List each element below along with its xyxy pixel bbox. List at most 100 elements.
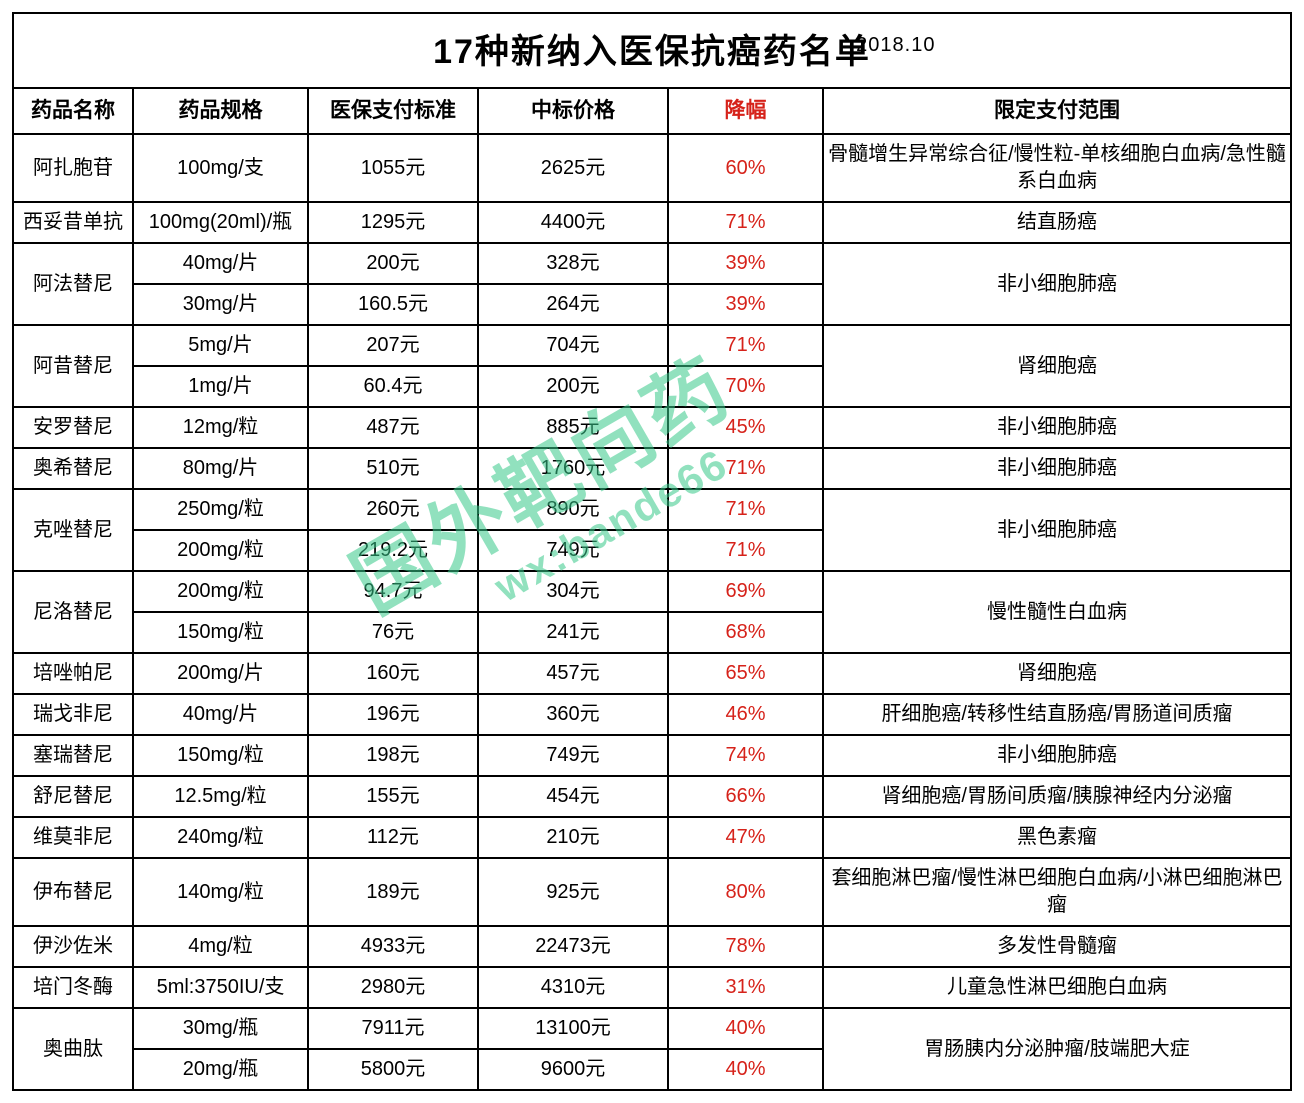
- cell-reduction: 80%: [668, 858, 823, 926]
- cell-spec: 200mg/片: [133, 653, 308, 694]
- cell-pay-standard: 160.5元: [308, 284, 478, 325]
- table-row: 奥希替尼80mg/片510元1760元71%非小细胞肺癌: [13, 448, 1291, 489]
- cell-bid-price: 360元: [478, 694, 668, 735]
- cell-reduction: 47%: [668, 817, 823, 858]
- cell-drug-name: 塞瑞替尼: [13, 735, 133, 776]
- table-row: 奥曲肽30mg/瓶7911元13100元40%胃肠胰内分泌肿瘤/肢端肥大症: [13, 1008, 1291, 1049]
- page-title: 17种新纳入医保抗癌药名单: [433, 24, 871, 73]
- cell-pay-standard: 260元: [308, 489, 478, 530]
- cell-bid-price: 1760元: [478, 448, 668, 489]
- cell-bid-price: 890元: [478, 489, 668, 530]
- cell-bid-price: 2625元: [478, 134, 668, 202]
- cell-pay-standard: 60.4元: [308, 366, 478, 407]
- cell-bid-price: 749元: [478, 735, 668, 776]
- cell-scope: 非小细胞肺癌: [823, 243, 1291, 325]
- cell-drug-name: 培门冬酶: [13, 967, 133, 1008]
- cell-spec: 240mg/粒: [133, 817, 308, 858]
- cell-reduction: 39%: [668, 284, 823, 325]
- cell-pay-standard: 155元: [308, 776, 478, 817]
- cell-drug-name: 奥曲肽: [13, 1008, 133, 1090]
- cell-bid-price: 210元: [478, 817, 668, 858]
- cell-bid-price: 13100元: [478, 1008, 668, 1049]
- table-row: 尼洛替尼200mg/粒94.7元304元69%慢性髓性白血病: [13, 571, 1291, 612]
- table-row: 培唑帕尼200mg/片160元457元65%肾细胞癌: [13, 653, 1291, 694]
- col-header-reduce: 降幅: [668, 88, 823, 134]
- cell-spec: 150mg/粒: [133, 735, 308, 776]
- cell-scope: 非小细胞肺癌: [823, 448, 1291, 489]
- drug-table: 药品名称 药品规格 医保支付标准 中标价格 降幅 限定支付范围 阿扎胞苷100m…: [12, 87, 1292, 1091]
- cell-pay-standard: 198元: [308, 735, 478, 776]
- table-row: 塞瑞替尼150mg/粒198元749元74%非小细胞肺癌: [13, 735, 1291, 776]
- cell-drug-name: 奥希替尼: [13, 448, 133, 489]
- cell-pay-standard: 1295元: [308, 202, 478, 243]
- cell-drug-name: 舒尼替尼: [13, 776, 133, 817]
- table-row: 西妥昔单抗100mg(20ml)/瓶1295元4400元71%结直肠癌: [13, 202, 1291, 243]
- cell-spec: 30mg/瓶: [133, 1008, 308, 1049]
- cell-reduction: 65%: [668, 653, 823, 694]
- title-row: 17种新纳入医保抗癌药名单 2018.10: [12, 12, 1292, 87]
- cell-scope: 肾细胞癌: [823, 325, 1291, 407]
- cell-reduction: 70%: [668, 366, 823, 407]
- cell-pay-standard: 189元: [308, 858, 478, 926]
- cell-reduction: 74%: [668, 735, 823, 776]
- col-header-bid: 中标价格: [478, 88, 668, 134]
- cell-bid-price: 9600元: [478, 1049, 668, 1090]
- cell-drug-name: 伊布替尼: [13, 858, 133, 926]
- cell-scope: 胃肠胰内分泌肿瘤/肢端肥大症: [823, 1008, 1291, 1090]
- cell-spec: 5mg/片: [133, 325, 308, 366]
- cell-scope: 肾细胞癌: [823, 653, 1291, 694]
- header-row: 药品名称 药品规格 医保支付标准 中标价格 降幅 限定支付范围: [13, 88, 1291, 134]
- cell-bid-price: 328元: [478, 243, 668, 284]
- cell-spec: 200mg/粒: [133, 571, 308, 612]
- cell-pay-standard: 1055元: [308, 134, 478, 202]
- cell-spec: 1mg/片: [133, 366, 308, 407]
- cell-bid-price: 454元: [478, 776, 668, 817]
- col-header-name: 药品名称: [13, 88, 133, 134]
- table-row: 阿扎胞苷100mg/支1055元2625元60%骨髓增生异常综合征/慢性粒-单核…: [13, 134, 1291, 202]
- publish-date: 2018.10: [856, 34, 935, 57]
- table-row: 维莫非尼240mg/粒112元210元47%黑色素瘤: [13, 817, 1291, 858]
- cell-scope: 非小细胞肺癌: [823, 735, 1291, 776]
- cell-bid-price: 22473元: [478, 926, 668, 967]
- cell-spec: 200mg/粒: [133, 530, 308, 571]
- cell-bid-price: 704元: [478, 325, 668, 366]
- cell-bid-price: 457元: [478, 653, 668, 694]
- cell-bid-price: 885元: [478, 407, 668, 448]
- table-row: 阿法替尼40mg/片200元328元39%非小细胞肺癌: [13, 243, 1291, 284]
- cell-pay-standard: 7911元: [308, 1008, 478, 1049]
- cell-pay-standard: 207元: [308, 325, 478, 366]
- table-row: 瑞戈非尼40mg/片196元360元46%肝细胞癌/转移性结直肠癌/胃肠道间质瘤: [13, 694, 1291, 735]
- cell-drug-name: 阿法替尼: [13, 243, 133, 325]
- table-body: 阿扎胞苷100mg/支1055元2625元60%骨髓增生异常综合征/慢性粒-单核…: [13, 134, 1291, 1090]
- table-row: 舒尼替尼12.5mg/粒155元454元66%肾细胞癌/胃肠间质瘤/胰腺神经内分…: [13, 776, 1291, 817]
- cell-reduction: 60%: [668, 134, 823, 202]
- cell-reduction: 66%: [668, 776, 823, 817]
- col-header-scope: 限定支付范围: [823, 88, 1291, 134]
- cell-scope: 黑色素瘤: [823, 817, 1291, 858]
- cell-spec: 100mg(20ml)/瓶: [133, 202, 308, 243]
- cell-spec: 140mg/粒: [133, 858, 308, 926]
- cell-pay-standard: 112元: [308, 817, 478, 858]
- cell-pay-standard: 200元: [308, 243, 478, 284]
- cell-bid-price: 304元: [478, 571, 668, 612]
- cell-pay-standard: 94.7元: [308, 571, 478, 612]
- cell-reduction: 71%: [668, 489, 823, 530]
- cell-bid-price: 749元: [478, 530, 668, 571]
- cell-spec: 5ml:3750IU/支: [133, 967, 308, 1008]
- cell-spec: 150mg/粒: [133, 612, 308, 653]
- cell-spec: 40mg/片: [133, 243, 308, 284]
- cell-pay-standard: 76元: [308, 612, 478, 653]
- cell-spec: 12mg/粒: [133, 407, 308, 448]
- cell-pay-standard: 510元: [308, 448, 478, 489]
- cell-bid-price: 4400元: [478, 202, 668, 243]
- cell-bid-price: 4310元: [478, 967, 668, 1008]
- cell-pay-standard: 2980元: [308, 967, 478, 1008]
- col-header-spec: 药品规格: [133, 88, 308, 134]
- cell-scope: 骨髓增生异常综合征/慢性粒-单核细胞白血病/急性髓系白血病: [823, 134, 1291, 202]
- cell-drug-name: 伊沙佐米: [13, 926, 133, 967]
- cell-reduction: 68%: [668, 612, 823, 653]
- cell-scope: 肝细胞癌/转移性结直肠癌/胃肠道间质瘤: [823, 694, 1291, 735]
- cell-drug-name: 克唑替尼: [13, 489, 133, 571]
- cell-drug-name: 瑞戈非尼: [13, 694, 133, 735]
- cell-reduction: 71%: [668, 530, 823, 571]
